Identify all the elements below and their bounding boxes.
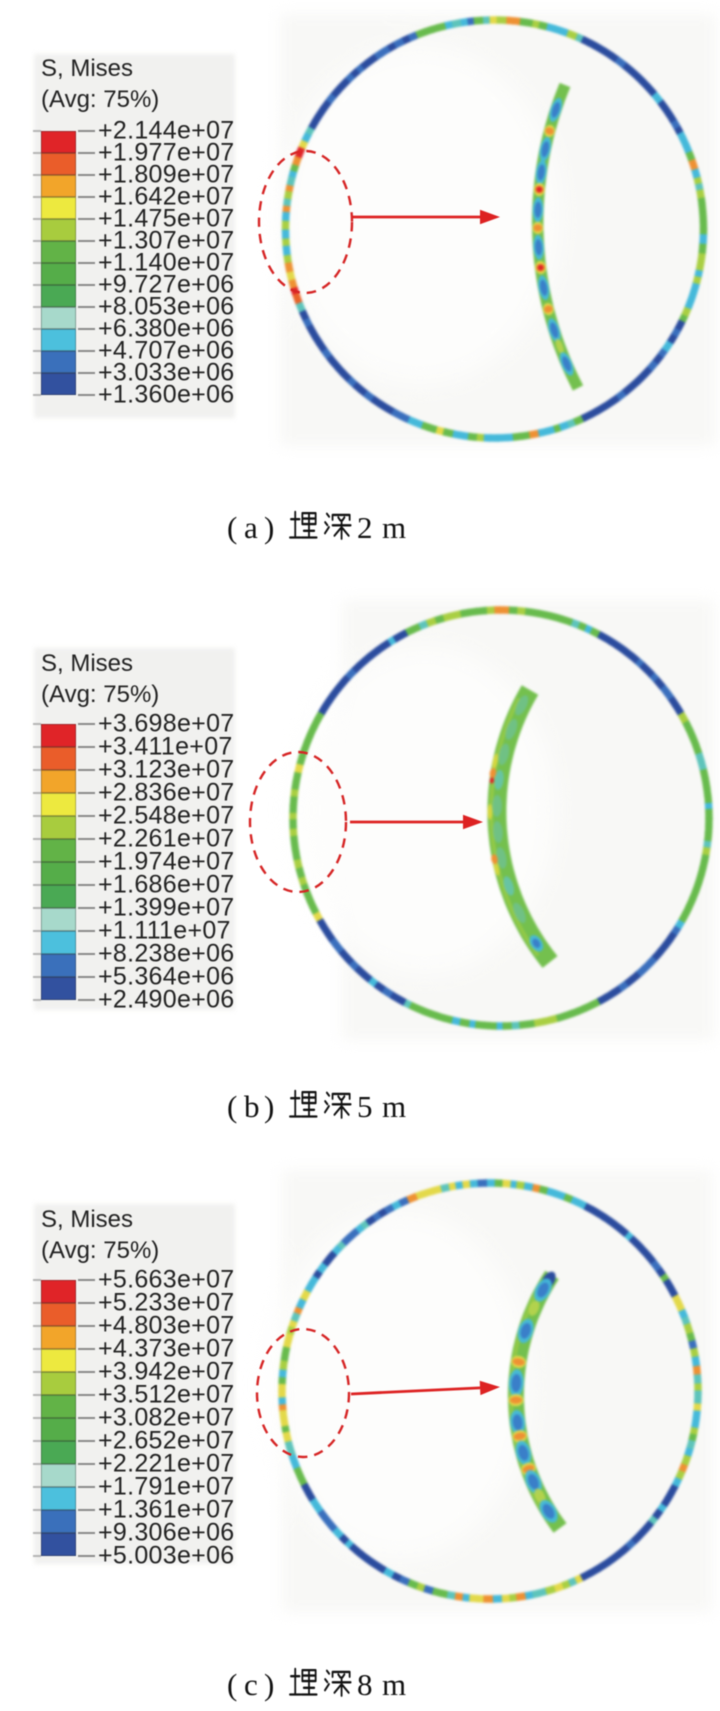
svg-text:): ) xyxy=(264,510,274,545)
svg-text:): ) xyxy=(264,1667,274,1702)
svg-text:c: c xyxy=(244,1667,258,1702)
svg-text:b: b xyxy=(244,1089,260,1124)
svg-text:(: ( xyxy=(227,1089,237,1124)
svg-text:8: 8 xyxy=(357,1667,373,1702)
svg-text:m: m xyxy=(382,1667,406,1702)
svg-text:a: a xyxy=(244,510,258,545)
svg-text:5: 5 xyxy=(357,1089,373,1124)
svg-text:(: ( xyxy=(227,1667,237,1702)
svg-text:(: ( xyxy=(227,510,237,545)
svg-text:2: 2 xyxy=(357,510,373,545)
svg-text:m: m xyxy=(382,1089,406,1124)
svg-text:m: m xyxy=(382,510,406,545)
svg-text:): ) xyxy=(264,1089,274,1124)
